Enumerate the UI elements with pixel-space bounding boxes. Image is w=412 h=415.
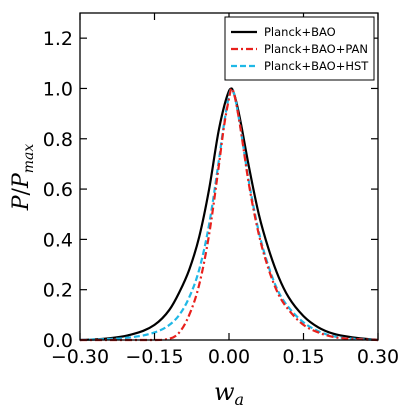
y-tick-label: 1.2 <box>43 28 73 50</box>
x-tick-label: 0.15 <box>282 346 324 368</box>
x-tick-label: −0.30 <box>51 346 109 368</box>
y-tick-label: 0.6 <box>43 179 73 201</box>
x-tick-label: 0.00 <box>208 346 250 368</box>
y-tick-label: 0.2 <box>43 280 73 302</box>
x-tick-label: 0.30 <box>357 346 399 368</box>
legend: Planck+BAO Planck+BAO+PAN Planck+BAO+HST <box>224 16 375 81</box>
ticks-layer: −0.30 −0.15 0.00 0.15 0.30 0.0 0.2 0.4 0.6 0.8 1.0… <box>43 13 399 368</box>
y-tick-label: 0.4 <box>43 229 73 251</box>
y-tick-label: 1.0 <box>43 78 73 100</box>
curves-layer <box>79 87 379 342</box>
series-line-planck-bao-pan <box>80 87 379 342</box>
y-tick-label: 0.8 <box>43 129 73 151</box>
legend-label-planck-bao: Planck+BAO <box>264 25 336 39</box>
legend-label-planck-bao-pan: Planck+BAO+PAN <box>264 42 368 56</box>
x-axis-label: wa <box>214 378 244 409</box>
legend-label-planck-bao-hst: Planck+BAO+HST <box>264 59 369 73</box>
x-tick-label: −0.15 <box>125 346 183 368</box>
series-line-planck-bao-hst <box>79 87 379 342</box>
y-axis-label: P/Pmax <box>9 144 37 212</box>
series-line-planck-bao <box>79 87 379 342</box>
y-tick-label: 0.0 <box>43 330 73 352</box>
